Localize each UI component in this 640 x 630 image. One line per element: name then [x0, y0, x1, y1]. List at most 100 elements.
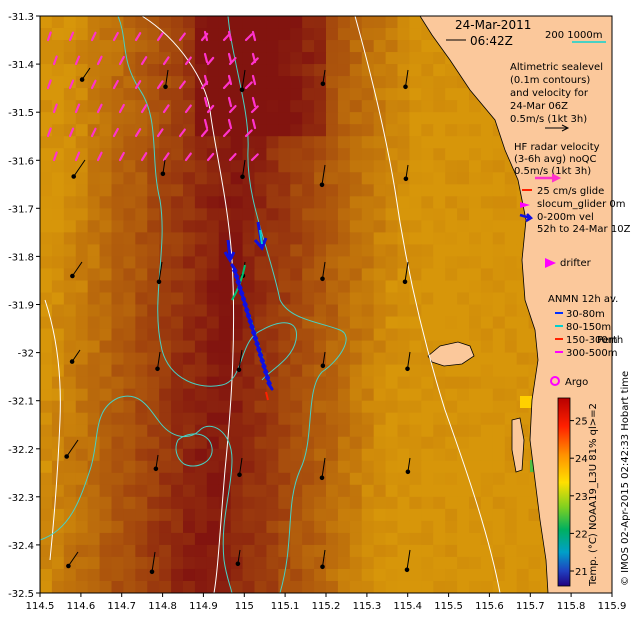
- sst-cell: [242, 124, 256, 137]
- sst-cell: [492, 520, 506, 534]
- sst-cell: [373, 160, 387, 173]
- sst-cell: [373, 436, 387, 450]
- altimetry-arrow: [322, 549, 326, 567]
- sst-cell: [504, 580, 518, 593]
- sst-cell: [206, 172, 220, 185]
- sst-cell: [40, 148, 53, 161]
- sst-cell: [385, 364, 399, 378]
- sst-cell: [302, 556, 315, 570]
- sst-cell: [290, 400, 303, 414]
- glider-velocity-tick: [240, 297, 248, 307]
- sst-cell: [159, 448, 172, 462]
- sst-cell: [385, 544, 399, 558]
- sst-cell: [504, 184, 518, 197]
- sst-cell: [361, 472, 375, 486]
- sst-cell: [409, 88, 422, 101]
- sst-cell: [385, 112, 399, 125]
- sst-cell: [492, 568, 506, 582]
- sst-cell: [218, 64, 232, 77]
- sst-cell: [171, 88, 184, 101]
- sst-cell: [373, 508, 387, 522]
- sst-cell: [135, 328, 148, 342]
- sst-cell: [40, 448, 53, 462]
- sst-cell: [314, 184, 327, 197]
- sst-cell: [123, 148, 136, 161]
- sst-cell: [457, 172, 470, 185]
- sst-cell: [242, 280, 256, 294]
- sst-cell: [194, 100, 208, 113]
- sst-cell: [516, 508, 530, 522]
- sst-cell: [159, 496, 172, 510]
- sst-cell: [361, 292, 375, 306]
- sst-cell: [266, 76, 279, 89]
- sst-cell: [278, 136, 291, 149]
- sst-cell: [349, 316, 363, 330]
- sst-cell: [361, 508, 375, 522]
- sst-cell: [445, 304, 458, 318]
- sst-cell: [361, 64, 375, 77]
- sst-cell: [314, 424, 327, 438]
- sst-cell: [302, 196, 315, 209]
- sst-cell: [99, 364, 113, 378]
- sst-cell: [147, 100, 160, 113]
- sst-cell: [87, 376, 101, 390]
- sst-cell: [373, 340, 387, 354]
- sst-cell: [326, 556, 339, 570]
- sst-cell: [123, 208, 136, 221]
- sst-cell: [421, 172, 434, 185]
- sst-cell: [361, 232, 375, 245]
- sst-cell: [99, 376, 113, 390]
- sst-cell: [87, 352, 101, 366]
- y-axis-ticks: -31.3-31.4-31.5-31.6-31.7-31.8-31.9-32-3…: [8, 12, 40, 600]
- sst-cell: [326, 388, 339, 402]
- sst-cell: [123, 388, 136, 402]
- sst-cell: [218, 268, 232, 282]
- sst-cell: [290, 208, 303, 221]
- sst-cell: [397, 472, 411, 486]
- sst-cell: [326, 352, 339, 366]
- sst-cell: [75, 364, 89, 378]
- sst-cell: [326, 376, 339, 390]
- sst-cell: [492, 268, 506, 282]
- sst-cell: [194, 448, 208, 462]
- sst-cell: [206, 76, 220, 89]
- sst-cell: [421, 412, 434, 426]
- sst-cell: [314, 124, 327, 137]
- sst-cell: [421, 136, 434, 149]
- sst-cell: [183, 88, 196, 101]
- sst-cell: [159, 400, 172, 414]
- sst-cell: [361, 136, 375, 149]
- altimetry-arrow-head: [71, 174, 76, 179]
- sst-cell: [326, 484, 339, 498]
- x-tick-label: 114.8: [148, 601, 177, 612]
- sst-cell: [63, 580, 77, 593]
- sst-cell: [314, 316, 327, 330]
- y-tick-label: -31.3: [8, 12, 34, 23]
- sst-cell: [147, 400, 160, 414]
- sst-cell: [397, 136, 411, 149]
- sst-cell: [326, 160, 339, 173]
- svg-text:52h to 24-Mar 10Z: 52h to 24-Mar 10Z: [537, 224, 631, 235]
- sst-cell: [63, 496, 77, 510]
- sst-cell: [469, 472, 482, 486]
- sst-cell: [147, 412, 160, 426]
- sst-cell: [242, 376, 256, 390]
- glider-velocity-tick: [239, 291, 247, 301]
- sst-cell: [469, 292, 482, 306]
- sst-cell: [433, 472, 446, 486]
- altimetry-arrow-head: [240, 174, 245, 180]
- sst-cell: [266, 136, 279, 149]
- sst-cell: [373, 460, 387, 474]
- sst-cell: [397, 544, 411, 558]
- sst-cell: [218, 364, 232, 378]
- sst-cell: [361, 16, 375, 29]
- sst-cell: [171, 184, 184, 197]
- sst-cell: [135, 520, 148, 534]
- sst-cell: [361, 496, 375, 510]
- sst-cell: [397, 556, 411, 570]
- sst-cell: [123, 172, 136, 185]
- sst-cell: [290, 580, 303, 593]
- sst-cell: [194, 256, 208, 270]
- sst-cell: [111, 184, 125, 197]
